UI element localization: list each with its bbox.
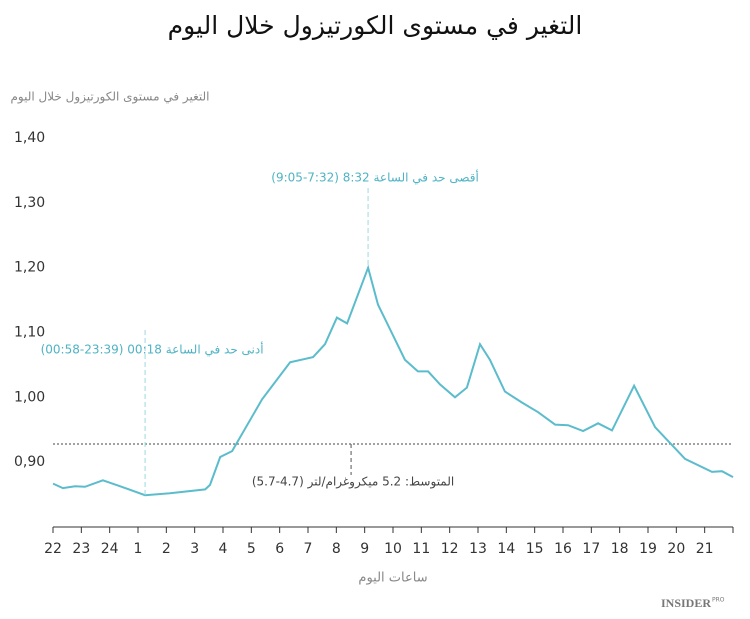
x-tick-label: 22 [44,541,62,557]
x-tick-label: 17 [582,541,600,557]
y-tick-label: 1,00 [14,389,45,405]
y-tick-label: 1,40 [14,130,45,146]
x-tick-label: 21 [696,541,714,557]
x-tick-label: 15 [526,541,544,557]
x-tick-label: 11 [412,541,430,557]
y-tick-label: 1,30 [14,195,45,211]
x-tick-label: 6 [275,541,284,557]
chart-title: التغير في مستوى الكورتيزول خلال اليوم [168,11,583,41]
source: INSIDER [661,596,711,610]
source-suffix: PRO [712,597,725,604]
y-axis-label: التغير في مستوى الكورتيزول خلال اليوم [10,90,209,105]
x-tick-label: 18 [611,541,629,557]
x-tick-label: 2 [162,541,171,557]
x-tick-label: 7 [304,541,313,557]
x-tick-label: 20 [667,541,685,557]
x-tick-label: 4 [219,541,228,557]
x-tick-label: 19 [639,541,657,557]
x-tick-label: 23 [72,541,90,557]
x-tick-label: 1 [134,541,143,557]
x-tick-label: 12 [441,541,459,557]
x-tick-label: 14 [497,541,515,557]
y-tick-label: 1,20 [14,260,45,276]
y-tick-label: 0,90 [14,454,45,470]
data-line [52,264,734,497]
x-tick-label: 16 [554,541,572,557]
y-tick-label: 1,10 [14,325,45,341]
annotation: أقصى حد في الساعة 8:32 (7:32-9:05) [271,170,479,185]
x-tick-label: 8 [332,541,341,557]
x-tick-label: 13 [469,541,487,557]
annotation: المتوسط: 5.2 ميكروغرام/لتر (4.7-5.7) [252,475,454,490]
x-tick-label: 10 [384,541,402,557]
x-axis-label: ساعات اليوم [358,571,427,586]
x-tick-label: 3 [190,541,199,557]
annotation: أدنى حد في الساعة 00:18 (23:39-00:58) [41,342,264,357]
x-tick-label: 5 [247,541,256,557]
x-tick-label: 9 [360,541,369,557]
x-tick-label: 24 [101,541,119,557]
